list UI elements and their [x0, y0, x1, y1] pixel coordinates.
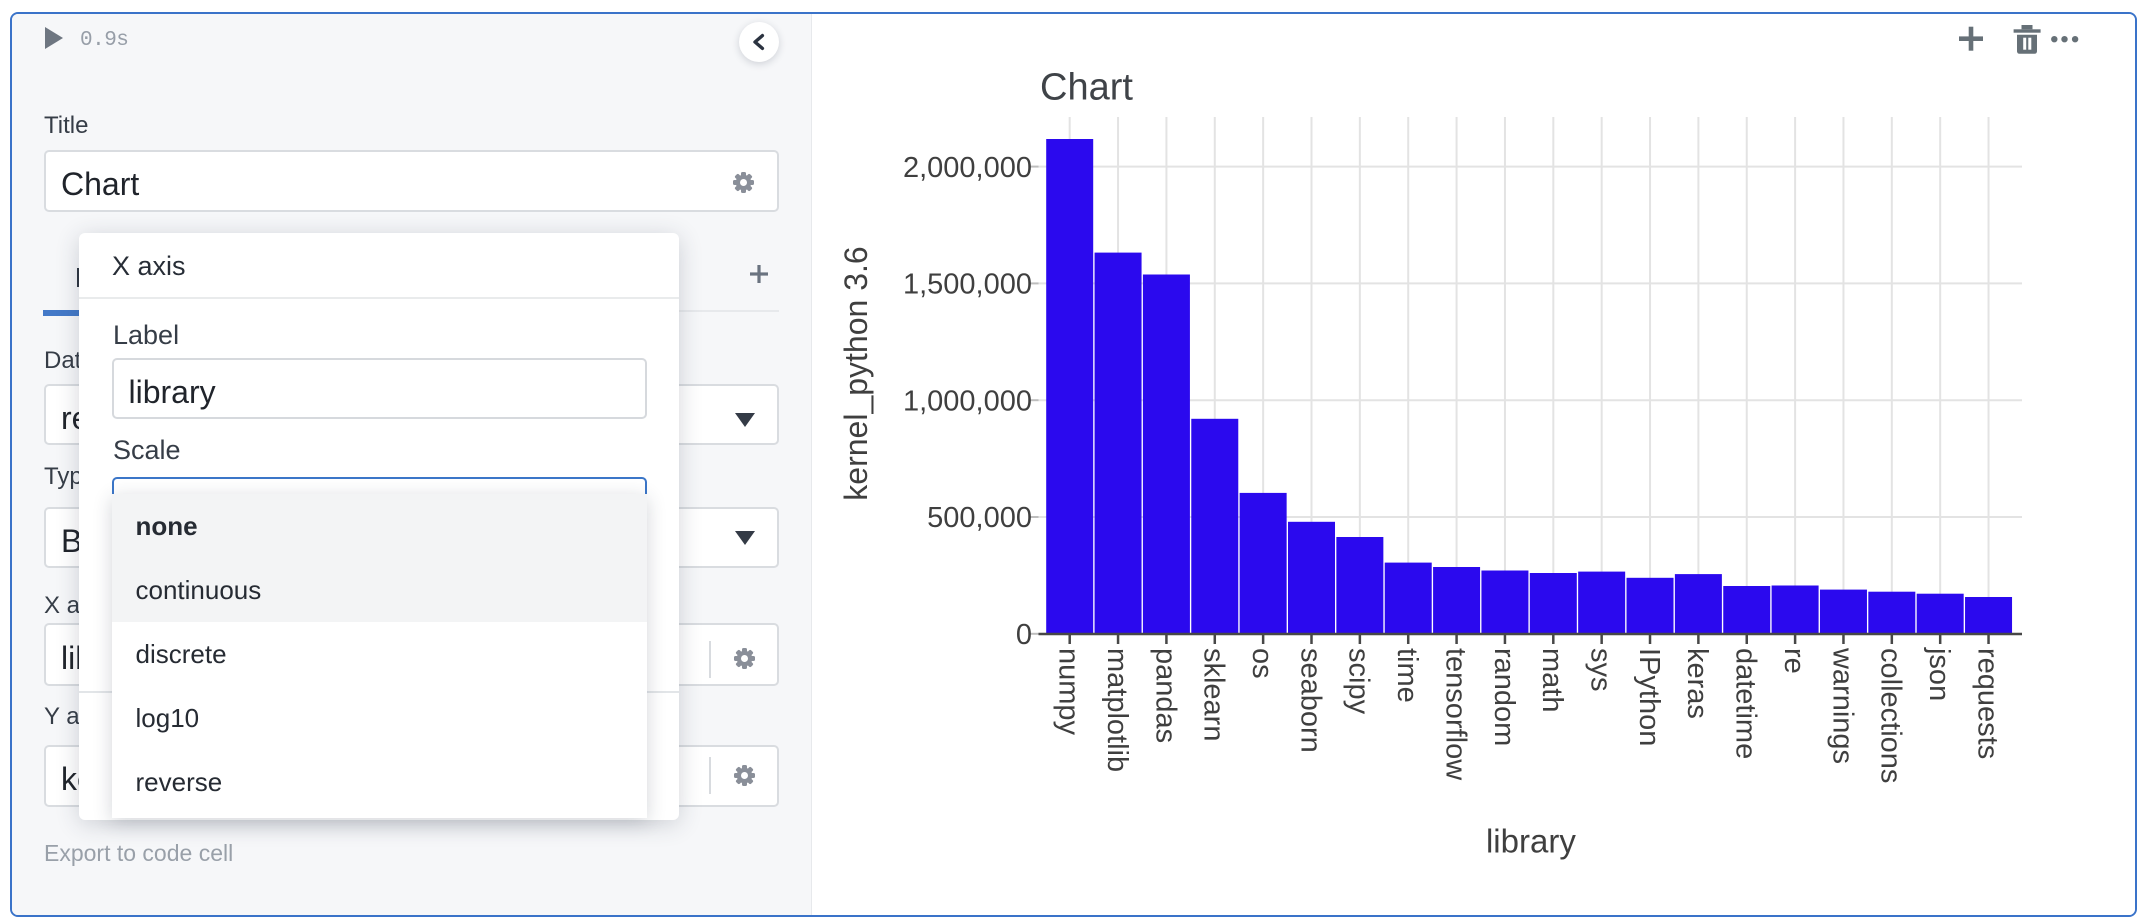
svg-text:scipy: scipy — [1343, 648, 1375, 715]
svg-text:json: json — [1923, 647, 1955, 701]
svg-text:Chart: Chart — [1040, 66, 1133, 108]
svg-text:matplotlib: matplotlib — [1101, 648, 1133, 772]
svg-text:datetime: datetime — [1730, 648, 1762, 759]
svg-text:warnings: warnings — [1826, 647, 1858, 764]
svg-text:seaborn: seaborn — [1294, 648, 1326, 753]
svg-text:2,000,000: 2,000,000 — [903, 152, 1032, 184]
svg-text:kernel_python 3.6: kernel_python 3.6 — [838, 246, 874, 500]
svg-text:re: re — [1778, 648, 1810, 674]
svg-text:keras: keras — [1681, 648, 1713, 719]
svg-text:pandas: pandas — [1149, 648, 1181, 743]
svg-text:sys: sys — [1585, 648, 1617, 692]
svg-text:requests: requests — [1971, 648, 2003, 759]
svg-text:os: os — [1246, 648, 1278, 679]
svg-text:math: math — [1536, 648, 1568, 712]
svg-text:500,000: 500,000 — [927, 502, 1032, 534]
svg-text:1,500,000: 1,500,000 — [903, 269, 1032, 301]
svg-text:time: time — [1391, 648, 1423, 703]
svg-text:sklearn: sklearn — [1198, 648, 1230, 742]
svg-text:0: 0 — [1016, 619, 1032, 651]
svg-text:numpy: numpy — [1053, 648, 1085, 736]
svg-text:IPython: IPython — [1633, 648, 1665, 746]
svg-text:random: random — [1488, 648, 1520, 746]
svg-text:library: library — [1486, 823, 1576, 860]
svg-text:collections: collections — [1875, 648, 1907, 783]
svg-text:1,000,000: 1,000,000 — [903, 385, 1032, 417]
svg-text:tensorflow: tensorflow — [1439, 648, 1471, 781]
